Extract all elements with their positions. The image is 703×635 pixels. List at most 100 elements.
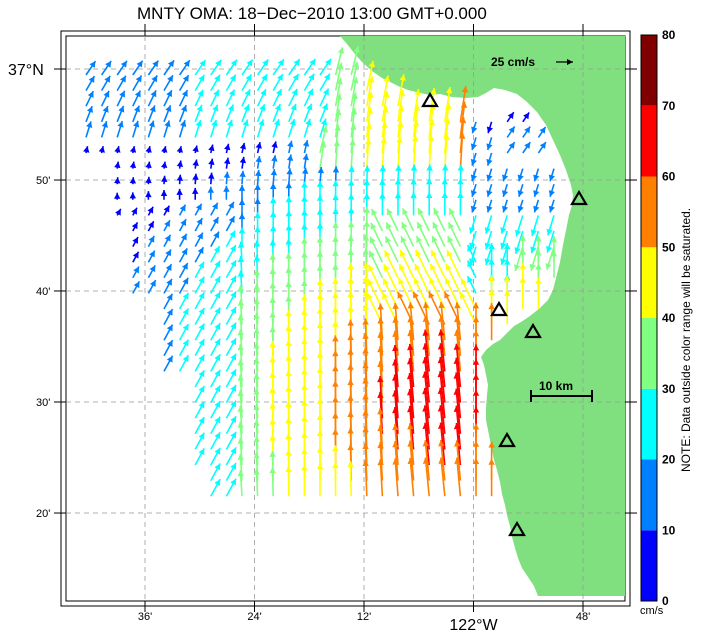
current-vector-head bbox=[368, 76, 375, 83]
current-vector-head bbox=[517, 190, 524, 197]
colorbar-segment bbox=[641, 459, 657, 531]
current-vector-head bbox=[152, 60, 159, 68]
current-vector-head bbox=[149, 280, 156, 287]
colorbar-tick-label: 50 bbox=[662, 240, 676, 254]
current-vector-head bbox=[270, 169, 278, 176]
current-vector-head bbox=[285, 252, 292, 259]
current-vector-head bbox=[332, 277, 339, 284]
current-vector-head bbox=[347, 277, 354, 284]
current-vector-head bbox=[214, 401, 221, 408]
current-vector-head bbox=[524, 126, 531, 134]
current-vector-head bbox=[255, 142, 262, 149]
current-vector-head bbox=[508, 142, 515, 149]
current-vector bbox=[408, 343, 415, 388]
current-vector-head bbox=[437, 356, 445, 364]
current-vector-head bbox=[453, 357, 460, 364]
current-vector-head bbox=[523, 112, 530, 120]
current-vector-head bbox=[214, 291, 221, 299]
current-vector-head bbox=[269, 356, 276, 363]
current-vector-head bbox=[363, 193, 370, 200]
current-vector-head bbox=[88, 76, 95, 83]
current-vector-head bbox=[324, 73, 330, 81]
current-vector-head bbox=[392, 407, 399, 414]
current-vector-head bbox=[237, 329, 244, 336]
current-vector-head bbox=[368, 60, 376, 68]
current-vector-head bbox=[133, 120, 140, 128]
current-vector-head bbox=[301, 181, 308, 188]
current-vector-head bbox=[208, 144, 215, 152]
current-vector-head bbox=[449, 208, 455, 216]
current-vector-head bbox=[270, 197, 277, 204]
current-vector-head bbox=[166, 308, 173, 316]
current-vector-head bbox=[301, 415, 308, 422]
current-vector-head bbox=[377, 360, 384, 367]
current-vector-head bbox=[253, 436, 260, 443]
current-vector-head bbox=[285, 238, 292, 245]
current-vector-head bbox=[437, 370, 444, 378]
current-vector-head bbox=[398, 278, 405, 285]
current-vector-head bbox=[459, 132, 466, 139]
current-vector-head bbox=[198, 292, 205, 300]
current-vector-head bbox=[417, 208, 424, 216]
current-vector-head bbox=[320, 141, 327, 148]
current-vector-head bbox=[454, 302, 461, 309]
current-vector-head bbox=[237, 437, 244, 444]
current-vector-head bbox=[369, 250, 375, 258]
current-vector-head bbox=[415, 249, 422, 257]
current-vector-head bbox=[305, 118, 312, 126]
current-vector-head bbox=[394, 178, 402, 185]
current-vector-head bbox=[167, 60, 175, 68]
current-vector-head bbox=[316, 430, 324, 437]
current-vector-head bbox=[131, 222, 138, 230]
current-vector-head bbox=[453, 422, 461, 430]
current-vector-head bbox=[348, 193, 355, 200]
colorbar-segment bbox=[641, 176, 657, 248]
current-vector-head bbox=[301, 368, 308, 375]
current-vector-head bbox=[253, 420, 260, 427]
current-vector-head bbox=[337, 62, 344, 70]
current-vector-head bbox=[546, 228, 553, 236]
current-vector-head bbox=[539, 126, 546, 134]
current-vector-head bbox=[238, 227, 246, 234]
current-vector-head bbox=[133, 266, 139, 274]
current-vector-head bbox=[332, 335, 339, 342]
current-vector-head bbox=[229, 74, 236, 82]
current-vector-head bbox=[428, 291, 435, 299]
colorbar-tick-label: 80 bbox=[662, 28, 676, 42]
current-vector-head bbox=[269, 386, 276, 393]
current-vector-head bbox=[261, 74, 268, 82]
current-vector-head bbox=[347, 379, 354, 386]
current-vector-head bbox=[290, 103, 297, 111]
current-vector-head bbox=[392, 316, 399, 323]
current-vector-head bbox=[472, 406, 480, 413]
current-vector-head bbox=[384, 250, 391, 258]
current-vector-head bbox=[86, 106, 93, 113]
current-vector-head bbox=[286, 154, 294, 161]
current-vector-head bbox=[470, 190, 477, 197]
current-vector-head bbox=[228, 216, 235, 224]
current-vector-head bbox=[460, 101, 468, 108]
current-vector-head bbox=[214, 323, 221, 330]
current-vector-head bbox=[253, 357, 260, 364]
lon-label: 48' bbox=[576, 611, 590, 623]
current-vector-head bbox=[253, 298, 260, 305]
current-vector-head bbox=[353, 46, 360, 53]
current-vector-head bbox=[269, 434, 276, 441]
current-vector-head bbox=[382, 292, 388, 300]
current-vector-head bbox=[347, 263, 354, 270]
current-vector-head bbox=[550, 250, 558, 257]
colorbar-frame bbox=[640, 34, 658, 602]
current-vector-head bbox=[237, 284, 245, 292]
current-vector-head bbox=[406, 389, 414, 396]
current-vector-head bbox=[316, 208, 324, 215]
current-vector-head bbox=[397, 291, 404, 299]
current-vector-head bbox=[316, 366, 324, 373]
current-vector-head bbox=[416, 236, 423, 243]
current-vector-head bbox=[285, 449, 292, 456]
current-vector-head bbox=[237, 299, 245, 306]
current-vector-head bbox=[367, 91, 374, 99]
current-vector-head bbox=[269, 402, 276, 409]
current-vector-head bbox=[392, 423, 399, 431]
current-vector-head bbox=[253, 254, 261, 261]
current-vector-head bbox=[347, 235, 354, 242]
